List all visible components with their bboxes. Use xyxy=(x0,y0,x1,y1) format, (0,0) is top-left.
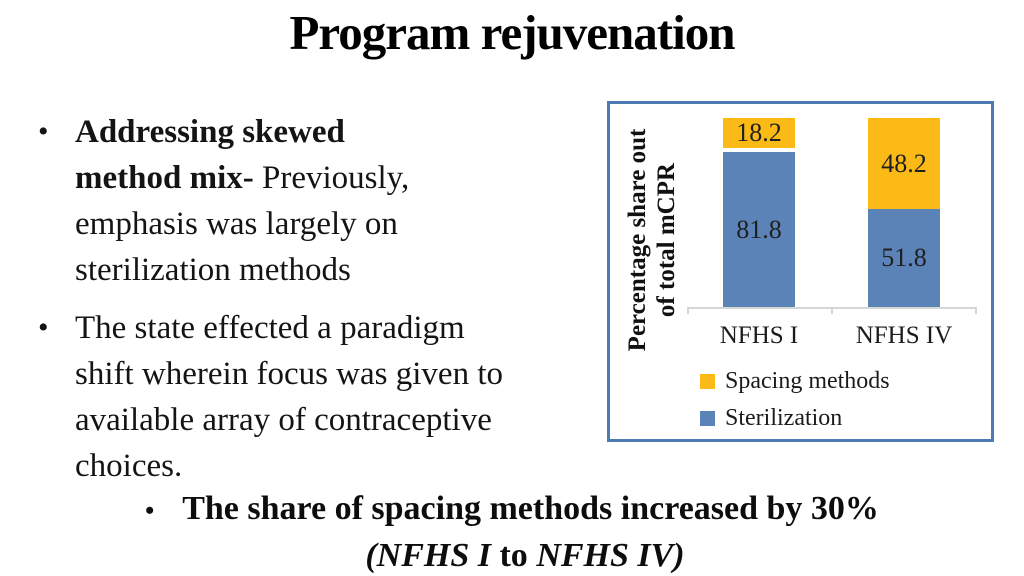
range-connector: to xyxy=(490,537,537,574)
chart-panel: Percentage share out of total mCPR 18.2 8… xyxy=(607,101,994,442)
text-line: shift wherein focus was given to xyxy=(75,356,503,392)
bar-segment-spacing: 18.2 xyxy=(723,118,795,148)
bar-segment-sterilization: 51.8 xyxy=(868,209,940,307)
summary-line-1: • The share of spacing methods increased… xyxy=(0,486,1024,533)
legend-label: Spacing methods xyxy=(725,367,890,394)
axis-tick xyxy=(687,307,689,314)
axis-tick xyxy=(831,307,833,314)
bar-segment-sterilization: 81.8 xyxy=(723,152,795,307)
category-label: NFHS I xyxy=(719,322,799,349)
legend-swatch-icon xyxy=(700,373,715,389)
summary-line-2: (NFHS I to NFHS IV) xyxy=(0,533,1024,576)
legend-item: Spacing methods xyxy=(700,366,890,396)
legend-swatch-icon xyxy=(700,410,715,426)
text-line: Percentage share out xyxy=(624,128,651,352)
slide-title: Program rejuvenation xyxy=(289,5,736,60)
data-label: 51.8 xyxy=(881,243,927,272)
summary-text: The share of spacing methods increased b… xyxy=(182,490,879,527)
axis-tick xyxy=(975,307,977,314)
bullet-dot: • xyxy=(38,311,49,344)
data-label: 18.2 xyxy=(736,118,782,147)
nfhs-range-close: NFHS IV) xyxy=(536,537,685,574)
legend-item: Sterilization xyxy=(700,403,842,433)
text-line: The state effected a paradigm xyxy=(75,310,465,346)
bar-segment-spacing: 48.2 xyxy=(868,118,940,209)
bullet-list: • Addressing skewed method mix- Previous… xyxy=(26,109,601,489)
text-line: sterilization methods xyxy=(75,252,351,288)
y-axis-title: Percentage share out of total mCPR xyxy=(623,110,681,370)
text-line: available array of contraceptive xyxy=(75,402,492,438)
text-line: of total mCPR xyxy=(653,162,680,318)
nfhs-range-open: (NFHS I xyxy=(365,537,491,574)
text-line: Addressing skewed xyxy=(75,114,345,150)
text-line: choices. xyxy=(75,448,183,484)
text-line: method mix- Previously, xyxy=(75,160,410,196)
data-label: 81.8 xyxy=(736,214,782,244)
bullet-dot: • xyxy=(145,496,155,525)
category-label: NFHS IV xyxy=(855,322,953,349)
bullet-item-method-mix: • Addressing skewed method mix- Previous… xyxy=(26,109,601,293)
data-label: 48.2 xyxy=(881,148,927,178)
legend-label: Sterilization xyxy=(725,404,843,431)
bullet-item-paradigm-shift: • The state effected a paradigm shift wh… xyxy=(26,305,601,489)
text-line: emphasis was largely on xyxy=(75,206,398,242)
summary-callout: • The share of spacing methods increased… xyxy=(0,486,1024,576)
bullet-dot: • xyxy=(38,115,49,148)
